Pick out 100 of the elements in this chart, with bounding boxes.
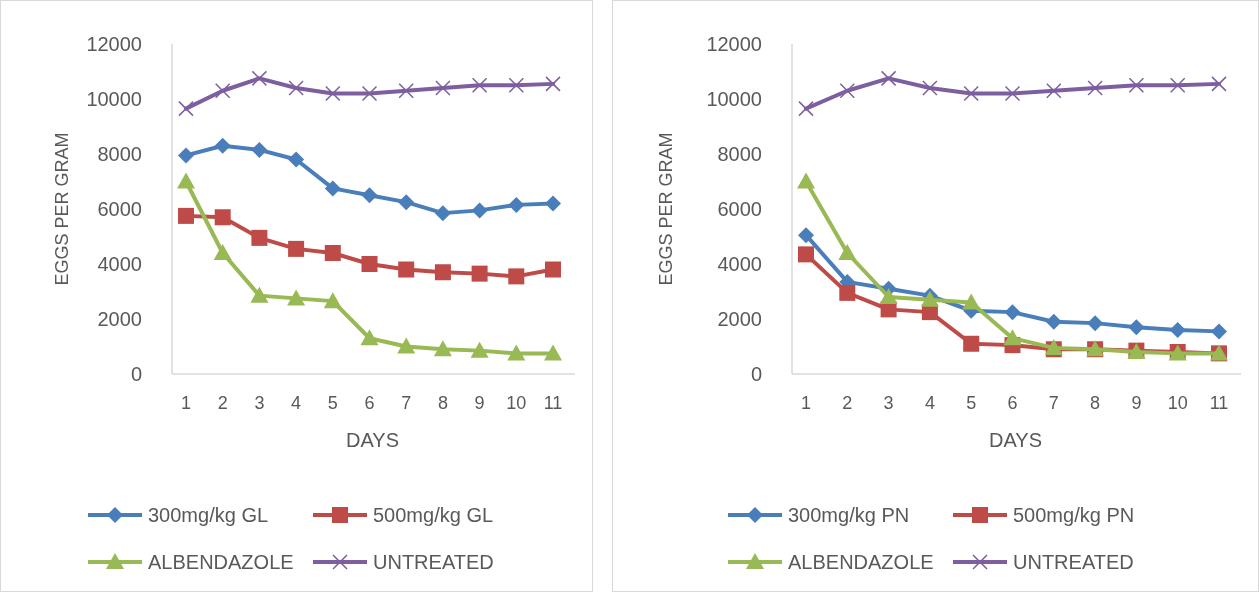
point: [434, 205, 451, 222]
point: [324, 245, 341, 261]
point: [1169, 322, 1186, 338]
point: [508, 268, 525, 285]
x-tick-label: 2: [842, 393, 853, 413]
y-tick-label: 12000: [86, 33, 142, 55]
point: [251, 70, 268, 87]
point: [798, 227, 814, 244]
point: [287, 289, 306, 306]
legend-label: UNTREATED: [1013, 551, 1134, 573]
point: [214, 83, 231, 99]
x-tick-label: 4: [291, 393, 302, 413]
point: [178, 100, 194, 117]
point: [798, 246, 814, 263]
y-tick-label: 10000: [86, 88, 142, 110]
point: [1211, 323, 1227, 340]
x-tick-label: 9: [474, 393, 485, 413]
point: [213, 244, 232, 260]
y-tick-label: 0: [130, 363, 142, 385]
x-tick-label: 6: [364, 393, 375, 413]
x-tick-label: 3: [254, 393, 265, 413]
point: [178, 147, 194, 164]
point: [361, 256, 378, 272]
point: [1045, 313, 1062, 330]
y-tick-label: 8000: [717, 143, 762, 165]
point: [880, 70, 897, 87]
point: [177, 172, 195, 189]
y-tick-label: 12000: [706, 33, 762, 55]
point: [214, 209, 231, 226]
x-tick-label: 1: [180, 393, 192, 413]
x-tick-label: 6: [1007, 393, 1018, 413]
point: [1128, 319, 1145, 336]
point: [1128, 77, 1145, 93]
point: [839, 83, 856, 99]
point: [545, 76, 561, 92]
x-tick-label: 1: [800, 393, 812, 413]
point: [471, 202, 488, 219]
point: [323, 292, 342, 309]
y-tick-label: 6000: [717, 198, 762, 220]
point: [288, 151, 305, 168]
point: [360, 329, 379, 346]
x-tick-label: 2: [217, 393, 228, 413]
point: [1003, 329, 1022, 346]
x-tick-label: 11: [543, 393, 563, 413]
x-tick-label: 8: [437, 393, 448, 413]
y-axis-title: EGGS PER GRAM: [656, 132, 676, 286]
point: [1211, 76, 1227, 92]
point: [507, 344, 526, 361]
point: [879, 288, 898, 304]
point: [922, 80, 938, 96]
point: [471, 77, 488, 93]
x-tick-label: 3: [883, 393, 894, 413]
y-tick-label: 8000: [97, 143, 142, 165]
point: [839, 284, 856, 301]
legend-label: 500mg/kg GL: [373, 504, 494, 526]
point: [398, 194, 415, 211]
point: [1087, 315, 1104, 332]
point: [508, 77, 525, 93]
point: [361, 85, 378, 102]
x-tick-label: 7: [401, 393, 412, 413]
point: [397, 337, 416, 354]
x-axis-title: DAYS: [346, 429, 399, 451]
point: [251, 141, 268, 158]
point: [1004, 304, 1021, 321]
point: [798, 100, 814, 117]
y-axis-title: EGGS PER GRAM: [52, 132, 72, 286]
y-tick-label: 0: [750, 363, 762, 385]
x-tick-label: 5: [327, 393, 338, 413]
point: [963, 335, 980, 352]
y-tick-label: 2000: [97, 308, 142, 330]
point: [962, 293, 981, 310]
point: [288, 80, 304, 96]
point: [361, 187, 378, 204]
y-tick-label: 6000: [97, 198, 142, 220]
y-tick-label: 2000: [717, 308, 762, 330]
x-tick-label: 7: [1048, 393, 1059, 413]
point: [471, 265, 488, 282]
point: [250, 286, 269, 303]
point: [178, 207, 194, 224]
y-tick-label: 4000: [717, 253, 762, 275]
point: [963, 85, 979, 102]
point: [797, 172, 815, 189]
point: [545, 195, 561, 212]
point: [1169, 77, 1186, 93]
point: [1004, 85, 1021, 102]
x-tick-label: 10: [506, 393, 527, 413]
y-tick-label: 4000: [97, 253, 142, 275]
point: [433, 340, 452, 357]
x-tick-label: 9: [1131, 393, 1142, 413]
legend-label: 500mg/kg PN: [1013, 504, 1135, 526]
point: [324, 180, 341, 197]
legend-label: 300mg/kg GL: [148, 504, 269, 526]
x-axis-title: DAYS: [989, 429, 1042, 451]
point: [470, 341, 489, 358]
x-tick-label: 8: [1090, 393, 1101, 413]
point: [545, 261, 561, 278]
legend-label: 300mg/kg PN: [788, 504, 910, 526]
point: [325, 85, 341, 102]
point: [435, 80, 451, 96]
point: [398, 83, 414, 99]
